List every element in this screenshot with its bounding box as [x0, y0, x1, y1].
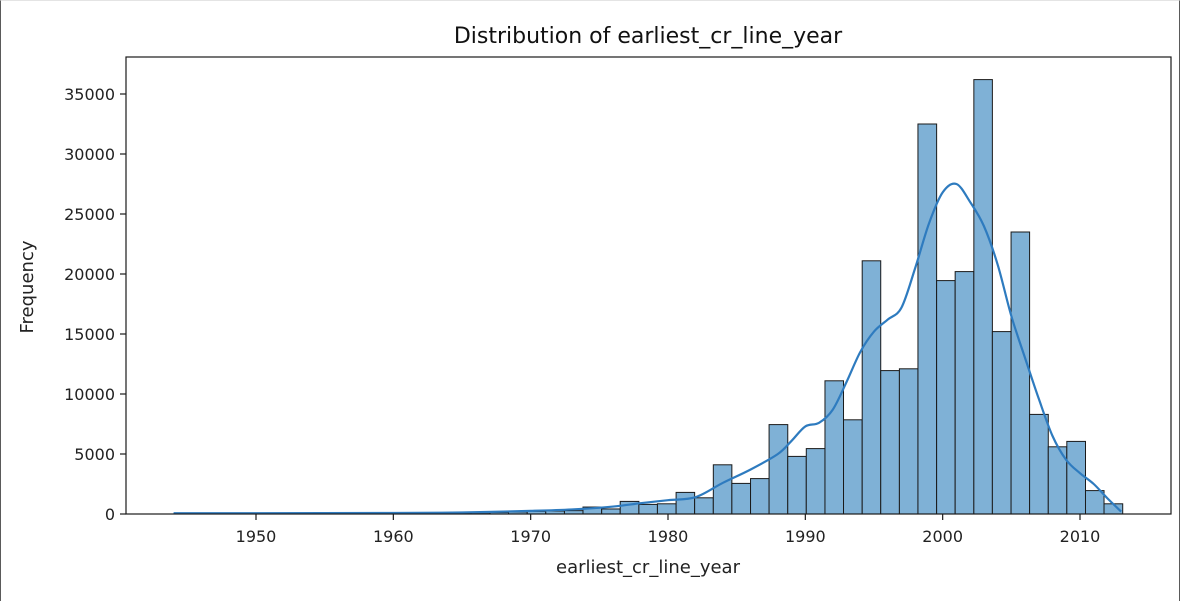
- plot-area: [125, 56, 1172, 515]
- y-tick-label: 20000: [64, 265, 115, 284]
- histogram-bar: [601, 508, 621, 515]
- y-tick-label: 10000: [64, 385, 115, 404]
- histogram-bar: [861, 260, 882, 515]
- histogram-bar: [880, 370, 900, 515]
- chart-title: Distribution of earliest_cr_line_year: [454, 24, 843, 49]
- histogram-bar: [973, 79, 993, 515]
- x-axis: 1950 1960 1970 1980 1990 2000 2010: [236, 514, 1101, 546]
- y-axis-label: Frequency: [17, 240, 38, 333]
- histogram-bar: [898, 368, 919, 515]
- histogram-bar: [750, 478, 770, 515]
- kde-curve: [173, 182, 1122, 515]
- histogram-bar: [917, 123, 938, 515]
- histogram-bar: [936, 280, 956, 515]
- histogram-bar: [991, 331, 1012, 515]
- histogram-bar: [675, 491, 696, 515]
- histogram-bar: [712, 464, 733, 515]
- histogram-bar: [954, 271, 975, 515]
- y-tick-label: 15000: [64, 325, 115, 344]
- y-axis: 0 5000 10000 15000 20000 25000 30000 35000: [64, 85, 126, 524]
- x-axis-label: earliest_cr_line_year: [556, 557, 741, 578]
- y-tick-label: 30000: [64, 145, 115, 164]
- histogram-bar: [787, 455, 807, 515]
- histogram-bar: [694, 497, 714, 515]
- x-tick-label: 2000: [922, 527, 963, 546]
- y-tick-label: 35000: [64, 85, 115, 104]
- y-tick-label: 5000: [74, 445, 115, 464]
- x-tick-label: 1980: [648, 527, 689, 546]
- histogram-bar: [824, 380, 845, 515]
- histogram-bar: [805, 448, 826, 515]
- x-tick-label: 2010: [1060, 527, 1101, 546]
- histogram-bar: [731, 482, 752, 515]
- histogram-bar: [1084, 490, 1105, 515]
- histogram-bar: [1066, 440, 1086, 515]
- histogram-bar: [1029, 413, 1049, 515]
- x-tick-label: 1960: [373, 527, 414, 546]
- histogram-bar: [638, 503, 658, 515]
- y-tick-label: 25000: [64, 205, 115, 224]
- histogram-bar: [1010, 231, 1031, 515]
- histogram-bar: [656, 503, 677, 515]
- x-tick-label: 1970: [510, 527, 551, 546]
- histogram-bars: [173, 79, 1124, 515]
- x-tick-label: 1990: [785, 527, 826, 546]
- y-tick-label: 0: [105, 505, 115, 524]
- x-tick-label: 1950: [236, 527, 277, 546]
- histogram-bar: [843, 419, 863, 515]
- histogram-bar: [768, 424, 789, 515]
